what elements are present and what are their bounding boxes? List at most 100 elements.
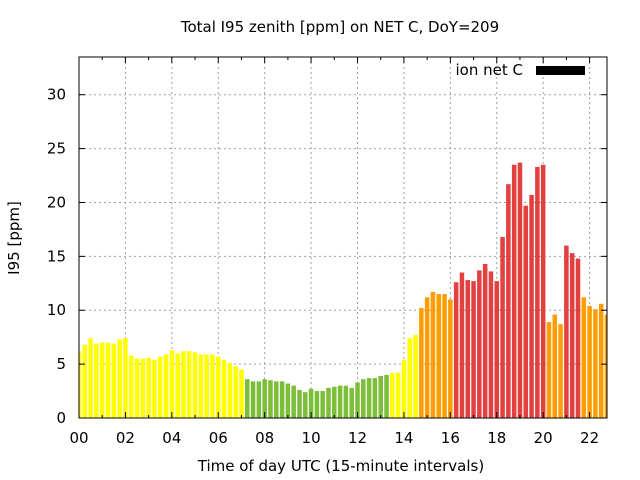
plot-border: [78, 56, 608, 419]
bar: [506, 184, 511, 418]
bar: [204, 354, 209, 418]
y-tick-label: 20: [47, 193, 66, 211]
bar: [105, 342, 111, 418]
bar: [262, 379, 267, 418]
bar: [575, 258, 581, 418]
bar: [233, 366, 238, 418]
y-tick-label: 10: [47, 301, 66, 319]
bar: [140, 358, 146, 418]
bar: [413, 335, 418, 418]
bar: [564, 245, 569, 418]
bar: [477, 270, 482, 418]
bar: [186, 351, 192, 418]
bar: [430, 291, 436, 418]
x-tick-label: 04: [162, 429, 181, 447]
bar: [366, 378, 372, 418]
bar: [79, 351, 82, 418]
bar: [401, 359, 407, 418]
bar: [361, 379, 366, 418]
bar: [88, 338, 93, 418]
bar: [442, 294, 447, 418]
bar: [250, 381, 256, 418]
bar: [593, 309, 598, 418]
bar: [529, 194, 534, 418]
bar: [424, 297, 430, 418]
bar: [390, 372, 395, 418]
x-tick-label: 08: [255, 429, 274, 447]
bar: [285, 383, 291, 418]
bar: [598, 303, 604, 418]
bar: [436, 294, 441, 418]
x-tick-label: 02: [116, 429, 135, 447]
x-tick-label: 20: [534, 429, 553, 447]
bar: [303, 392, 308, 418]
x-tick-label: 06: [209, 429, 228, 447]
bar: [221, 359, 227, 418]
x-ticks: 00 02 04 06 08 10 12 14 16 18 20 22: [69, 57, 599, 447]
y-axis-label: I95 [ppm]: [5, 201, 23, 275]
bar: [384, 374, 389, 418]
bar: [407, 338, 412, 418]
bar: [465, 280, 471, 418]
bar: [94, 343, 99, 418]
bar: [546, 322, 552, 418]
bar: [552, 314, 558, 418]
bar: [569, 253, 575, 418]
x-tick-label: 00: [69, 429, 88, 447]
bar: [587, 305, 592, 418]
bar: [471, 281, 476, 418]
x-tick-label: 12: [348, 429, 367, 447]
bar: [482, 263, 488, 418]
x-tick-label: 10: [302, 429, 321, 447]
bar: [279, 381, 285, 418]
bar: [128, 355, 134, 418]
bar: [181, 351, 186, 418]
bar: [99, 342, 105, 418]
bar: [372, 378, 378, 418]
bar: [146, 357, 151, 418]
bar: [123, 338, 128, 418]
bar: [459, 272, 465, 418]
bar: [488, 271, 494, 418]
legend: ion net C: [456, 61, 585, 79]
bar: [500, 236, 505, 418]
x-tick-label: 22: [580, 429, 599, 447]
bar: [268, 380, 273, 418]
bar: [523, 205, 529, 418]
bar: [227, 363, 233, 418]
x-tick-label: 18: [487, 429, 506, 447]
bar: [314, 391, 320, 418]
bar: [332, 386, 337, 418]
bar: [163, 354, 169, 418]
bar: [297, 389, 302, 418]
bar: [355, 382, 360, 418]
bar: [245, 379, 250, 418]
bar: [540, 164, 546, 418]
bar: [517, 162, 523, 418]
bar: [169, 350, 175, 418]
bar: [453, 282, 459, 418]
bar: [494, 281, 500, 418]
bar: [378, 375, 383, 418]
bar: [239, 369, 244, 418]
bar: [175, 353, 180, 418]
bar: [215, 356, 221, 418]
bar: [134, 358, 140, 418]
bar: [192, 352, 198, 418]
bar: [604, 314, 607, 418]
bar: [210, 354, 215, 418]
bar: [581, 297, 587, 418]
bar: [117, 339, 122, 418]
bar: [152, 359, 157, 418]
y-tick-label: 0: [56, 409, 66, 427]
x-tick-label: 14: [394, 429, 413, 447]
bar: [274, 381, 279, 418]
bar: [198, 354, 204, 418]
chart-title: Total I95 zenith [ppm] on NET C, DoY=209: [180, 18, 499, 36]
bar: [82, 344, 88, 418]
bars: [79, 162, 607, 418]
y-ticks: 0 5 10 15 20 25 30: [47, 86, 607, 427]
bar: [395, 372, 401, 418]
legend-label: ion net C: [456, 61, 523, 79]
